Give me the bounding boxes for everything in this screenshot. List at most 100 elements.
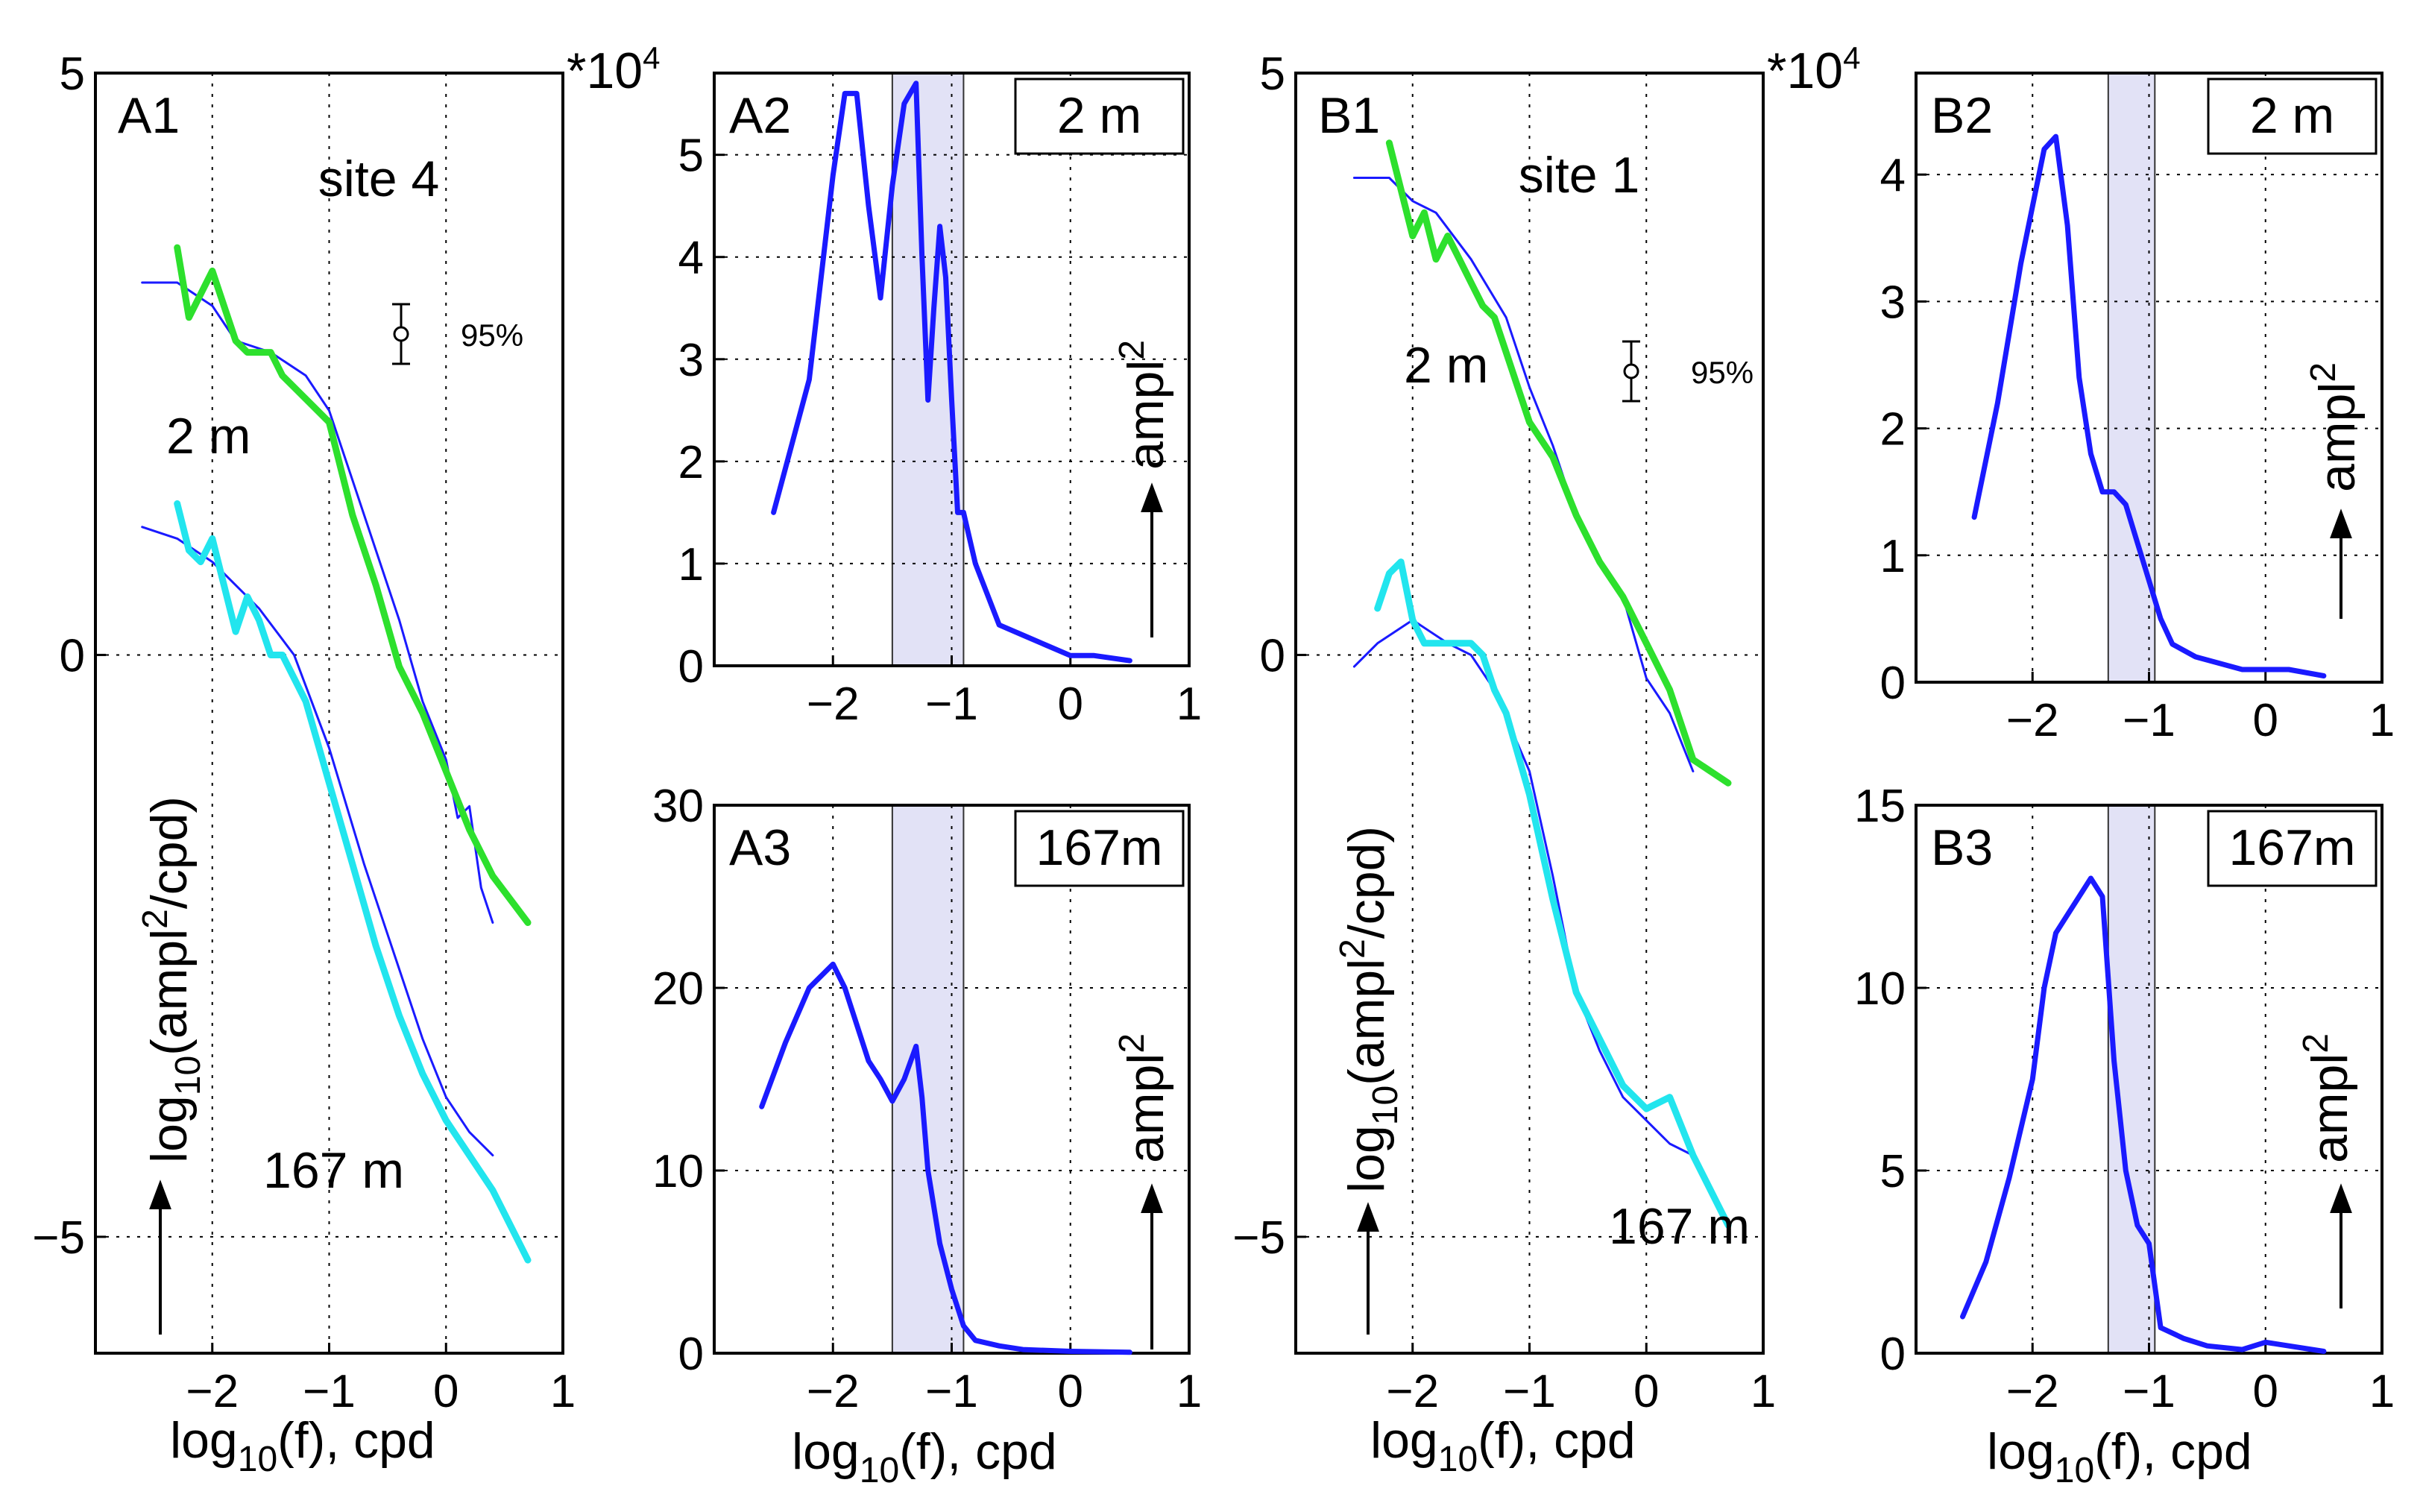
series-line-0 (1960, 875, 2327, 1354)
series-line-0 (1352, 177, 1695, 772)
depth-box-label: 167m (1036, 819, 1162, 876)
site-label: site 1 (1519, 147, 1640, 204)
ytick-label: 20 (652, 963, 704, 1015)
panel-label: A3 (729, 819, 791, 876)
ytick-label: 10 (1854, 963, 1906, 1015)
ci-label: 95% (461, 318, 523, 353)
depth-annotation: 167 m (1609, 1198, 1750, 1255)
ytick-label: 0 (678, 1329, 704, 1380)
panel-label: B3 (1931, 819, 1993, 876)
xtick-label: −1 (2123, 695, 2175, 746)
xtick-label: 0 (433, 1366, 459, 1417)
xtick-label: −2 (186, 1366, 239, 1417)
xtick-label: −1 (2123, 1366, 2175, 1417)
ytick-label: 4 (678, 233, 704, 284)
depth-box-label: 167m (2228, 819, 2355, 876)
series-line-2 (1352, 619, 1695, 1157)
xlabel-b1: log10(f), cpd (1370, 1412, 1636, 1479)
ylabel-a3: ampl2 (1112, 1033, 1174, 1163)
depth-box (1014, 78, 1185, 155)
depth-annotation: 2 m (166, 408, 251, 464)
ytick-label: 0 (60, 630, 85, 681)
panel-label: A2 (729, 87, 791, 144)
xlabel-b2: log10(f), cpd (1987, 1423, 2252, 1490)
ytick-label: 5 (60, 48, 85, 100)
xtick-label: 1 (1751, 1366, 1776, 1417)
series-line-1 (1385, 139, 1732, 787)
depth-box (1014, 810, 1185, 887)
depth-box-label: 2 m (1057, 87, 1141, 144)
ytick-label: 0 (678, 641, 704, 693)
panel-a1: −2 −1 0 1 −5 0 5 A1 site 4 2 m 167 m 95% (32, 48, 576, 1417)
ytick-label: 1 (678, 539, 704, 590)
xtick-label: 1 (2369, 695, 2395, 746)
arrows (149, 482, 2352, 1349)
ytick-label: 1 (1880, 531, 1906, 582)
ytick-label: 4 (1880, 150, 1906, 201)
ytick-label: −5 (32, 1212, 85, 1264)
xtick-label: −1 (925, 678, 978, 730)
xtick-label: −1 (925, 1366, 978, 1417)
xtick-label: 0 (2253, 1366, 2278, 1417)
depth-box (2207, 78, 2378, 155)
series-line-0 (1971, 133, 2327, 678)
xtick-label: 1 (550, 1366, 576, 1417)
ytick-label: 5 (1880, 1146, 1906, 1197)
ytick-label: 2 (678, 437, 704, 488)
xtick-label: −2 (807, 678, 860, 730)
ytick-label: 15 (1854, 781, 1906, 832)
ytick-label: 5 (1260, 48, 1285, 100)
ylabel-a2: ampl2 (1112, 340, 1174, 470)
xtick-label: −1 (1503, 1366, 1556, 1417)
ylabel-b2: ampl2 (2304, 362, 2366, 492)
xtick-label: 1 (1176, 678, 1202, 730)
ylabel-a1: log10(ampl2/cpd) (136, 796, 208, 1163)
depth-box (2207, 810, 2378, 887)
ci-label: 95% (1691, 355, 1754, 390)
ytick-label: 3 (1880, 277, 1906, 328)
xtick-label: 1 (1176, 1366, 1202, 1417)
panel-label: B2 (1931, 87, 1993, 144)
series-line-0 (759, 961, 1132, 1355)
xlabel-a1: log10(f), cpd (170, 1412, 435, 1479)
ytick-label: 0 (1880, 658, 1906, 709)
depth-annotation: 167 m (263, 1142, 404, 1199)
xtick-label: −2 (1386, 1366, 1439, 1417)
depth-box-label: 2 m (2250, 87, 2334, 144)
series-line-0 (771, 81, 1132, 664)
exponent-label-b: *104 (1767, 40, 1860, 99)
series-line-1 (174, 244, 532, 926)
ci-marker (1623, 363, 1639, 379)
xtick-label: 0 (1058, 1366, 1083, 1417)
ylabel-b1: log10(ampl2/cpd) (1333, 826, 1405, 1193)
ytick-label: 10 (652, 1146, 704, 1197)
xtick-label: −2 (2006, 1366, 2059, 1417)
panel-label: B1 (1318, 87, 1380, 144)
xtick-label: 0 (2253, 695, 2278, 746)
xtick-label: −1 (303, 1366, 356, 1417)
xtick-label: −2 (807, 1366, 860, 1417)
xlabel-a2: log10(f), cpd (792, 1423, 1057, 1490)
panel-label: A1 (118, 87, 180, 144)
series-line-3 (174, 500, 532, 1264)
ytick-label: 0 (1260, 630, 1285, 681)
series-line-3 (1374, 558, 1732, 1229)
panel-b2: −2 −1 0 1 0 1 2 3 4 B2 2 m (1880, 72, 2395, 746)
site-label: site 4 (318, 151, 440, 207)
ytick-label: 2 (1880, 404, 1906, 456)
panel-b1: −2 −1 0 1 −5 0 5 B1 site 1 2 m 167 m 95% (1232, 48, 1776, 1417)
ytick-label: 3 (678, 335, 704, 386)
ytick-label: −5 (1232, 1212, 1285, 1264)
xtick-label: −2 (2006, 695, 2059, 746)
series-line-2 (141, 526, 494, 1157)
xtick-label: 0 (1058, 678, 1083, 730)
panel-a2: −2 −1 0 1 0 1 2 3 4 5 A2 2 m (678, 72, 1202, 730)
ylabel-b3: ampl2 (2296, 1033, 2358, 1163)
ytick-label: 30 (652, 781, 704, 832)
xtick-label: 0 (1633, 1366, 1659, 1417)
ytick-label: 5 (678, 130, 704, 182)
exponent-label-a: *104 (567, 40, 660, 99)
